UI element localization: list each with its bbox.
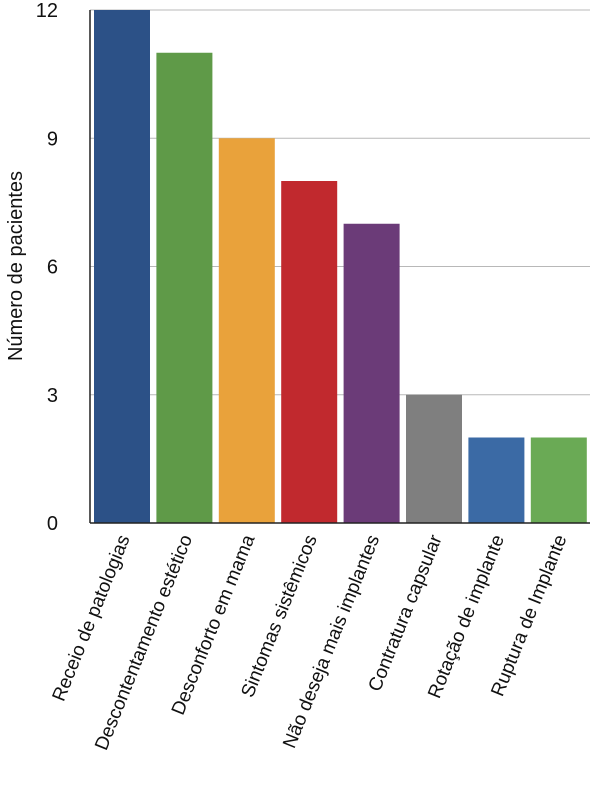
y-tick-labels: 0 3 6 9 12 [36, 0, 58, 535]
bar [468, 437, 525, 523]
bar [218, 138, 275, 523]
y-tick-label: 3 [47, 385, 58, 407]
bar [156, 52, 213, 523]
bars [94, 10, 587, 523]
bar [343, 223, 400, 523]
y-axis-title: Número de pacientes [5, 171, 27, 361]
y-tick-label: 12 [36, 0, 58, 22]
bar [281, 181, 338, 523]
y-tick-label: 6 [47, 257, 58, 279]
y-tick-label: 0 [47, 513, 58, 535]
bar [530, 437, 587, 523]
y-tick-label: 9 [47, 128, 58, 150]
bar [406, 394, 462, 523]
bar [94, 10, 150, 523]
